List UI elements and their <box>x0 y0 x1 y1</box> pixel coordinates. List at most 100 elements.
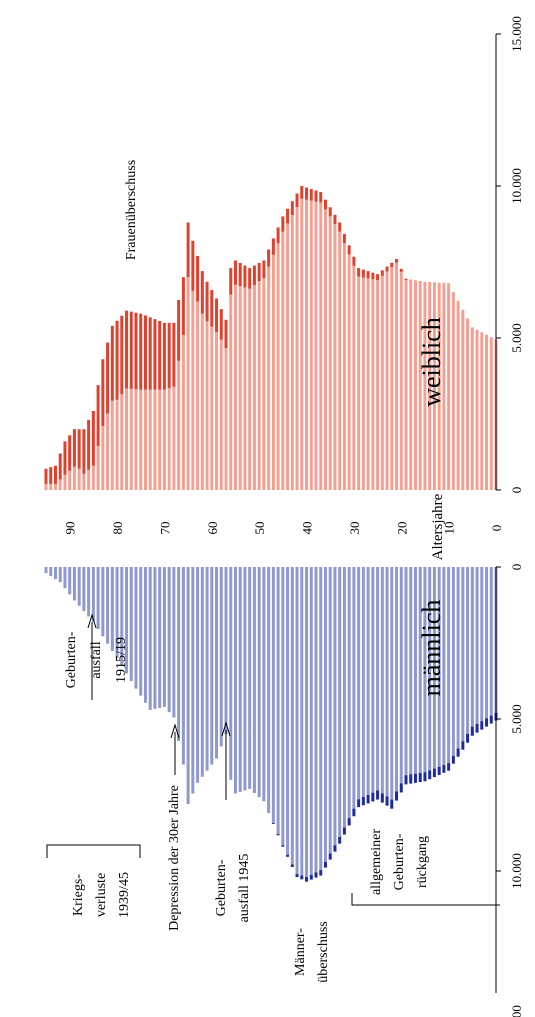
male-bar-age-5 <box>470 567 474 727</box>
female-surplus-bar-age-46 <box>276 227 280 244</box>
male-bar-age-24 <box>380 567 384 794</box>
male-bar-age-45 <box>281 567 285 846</box>
kriegsverluste-annotation: Kriegs- verluste 1939/45 <box>46 844 141 918</box>
female-bar-age-72 <box>153 389 157 490</box>
female-surplus-bar-age-33 <box>338 222 342 232</box>
male-bar-age-28 <box>361 567 365 798</box>
female-bar-age-10 <box>447 283 451 490</box>
female-surplus-bar-age-35 <box>328 207 332 217</box>
male-bar-age-44 <box>286 567 290 855</box>
female-surplus-bar-age-31 <box>347 245 351 255</box>
female-surplus-bar-age-37 <box>319 192 323 203</box>
female-surplus-bar-age-20 <box>399 268 403 272</box>
female-bar-age-95 <box>44 483 48 490</box>
male-bar-age-4 <box>475 567 479 724</box>
female-bar-age-17 <box>413 280 417 490</box>
female-bar-age-67 <box>177 360 181 490</box>
female-surplus-bar-age-92 <box>58 453 62 480</box>
female-bar-age-30 <box>352 265 356 490</box>
male-bar-age-36 <box>323 567 327 862</box>
female-surplus-bar-age-43 <box>290 201 294 216</box>
male-value-tick-label: 5.000 <box>509 704 524 733</box>
male-surplus-bar-age-45 <box>281 845 285 847</box>
male-bar-age-35 <box>328 567 332 854</box>
female-surplus-bar-age-47 <box>271 238 275 255</box>
female-surplus-bar-age-95 <box>44 468 48 484</box>
male-surplus-bar-age-44 <box>286 854 290 857</box>
female-bar-age-3 <box>480 332 484 490</box>
male-bar-age-73 <box>148 567 152 710</box>
kriegsverluste-line1: Kriegs- <box>71 874 86 916</box>
female-surplus-bar-age-48 <box>267 249 271 267</box>
female-bar-age-68 <box>172 386 176 490</box>
kriegsverluste-line2: verluste <box>94 873 109 917</box>
female-surplus-bar-age-94 <box>49 467 53 484</box>
female-surplus-bar-age-64 <box>191 240 195 291</box>
male-bar-age-85 <box>91 567 95 622</box>
age-tick-label: 10 <box>442 522 457 535</box>
male-surplus-bar-age-43 <box>290 864 294 867</box>
male-bar-age-43 <box>290 567 294 865</box>
female-bar-age-29 <box>357 276 361 490</box>
male-bar-age-92 <box>58 567 62 583</box>
male-bar-age-70 <box>162 567 166 707</box>
female-bar-age-78 <box>125 388 129 490</box>
male-surplus-bar-age-22 <box>390 799 394 809</box>
male-value-ticks: 0 5.000 10.000 15.000 <box>496 564 524 1017</box>
geburtenrueckgang-line3: rückgang <box>415 836 430 888</box>
female-bar-age-47 <box>271 254 275 490</box>
female-bar-age-26 <box>371 279 375 490</box>
male-surplus-bar-age-29 <box>357 799 361 808</box>
male-bar-age-41 <box>300 567 304 876</box>
female-bar-age-73 <box>148 389 152 490</box>
male-bar-age-18 <box>409 567 413 775</box>
male-surplus-bar-age-39 <box>309 874 313 880</box>
male-bar-age-19 <box>404 567 408 776</box>
male-surplus-bar-age-15 <box>423 772 427 782</box>
female-surplus-bar-age-66 <box>181 277 185 335</box>
female-surplus-bar-age-83 <box>101 359 105 427</box>
female-surplus-bar-age-53 <box>243 265 247 288</box>
male-surplus-bar-age-4 <box>475 723 479 733</box>
male-surplus-bar-age-38 <box>314 872 318 878</box>
male-surplus-bar-age-20 <box>399 783 403 793</box>
female-bar-age-81 <box>110 400 114 490</box>
male-surplus-bar-age-21 <box>395 791 399 801</box>
male-surplus-bar-age-41 <box>300 875 304 880</box>
age-axis-label: Altersjahre <box>430 493 446 560</box>
female-bar-age-60 <box>210 326 214 490</box>
female-surplus-bar-age-73 <box>148 317 152 390</box>
female-bar-age-84 <box>96 445 100 490</box>
male-bar-age-74 <box>143 567 147 703</box>
male-surplus-bar-age-6 <box>466 733 470 743</box>
male-bar-age-82 <box>106 567 110 644</box>
female-surplus-bar-age-78 <box>125 310 129 389</box>
male-bar-age-10 <box>447 567 451 764</box>
male-bar-age-38 <box>314 567 318 873</box>
male-bar-age-83 <box>101 567 105 637</box>
female-bar-age-56 <box>229 294 233 490</box>
female-surplus-bar-age-87 <box>82 429 86 474</box>
female-bar-age-65 <box>186 277 190 490</box>
male-surplus-bar-age-17 <box>413 773 417 783</box>
male-surplus-bar-age-32 <box>342 827 346 835</box>
female-bar-age-85 <box>91 465 95 490</box>
male-bar-age-88 <box>77 567 81 606</box>
female-bar-age-76 <box>134 389 138 490</box>
male-bar-age-51 <box>252 567 256 793</box>
female-bar-age-12 <box>437 282 441 490</box>
female-bar-age-53 <box>243 287 247 490</box>
male-surplus-bar-age-48 <box>267 811 271 813</box>
female-surplus-bar-age-41 <box>300 186 304 199</box>
female-bar-age-71 <box>158 389 162 490</box>
female-bar-age-54 <box>238 286 242 490</box>
male-bar-age-27 <box>366 567 370 795</box>
male-surplus-bar-age-11 <box>442 764 446 773</box>
female-surplus-bar-age-25 <box>376 274 380 281</box>
male-surplus-bar-age-2 <box>485 718 489 727</box>
female-bar-age-57 <box>224 348 228 490</box>
male-surplus-bar-age-3 <box>480 721 484 730</box>
female-bar-age-8 <box>456 300 460 490</box>
female-bar-age-28 <box>361 277 365 490</box>
female-bar-age-38 <box>314 201 318 490</box>
